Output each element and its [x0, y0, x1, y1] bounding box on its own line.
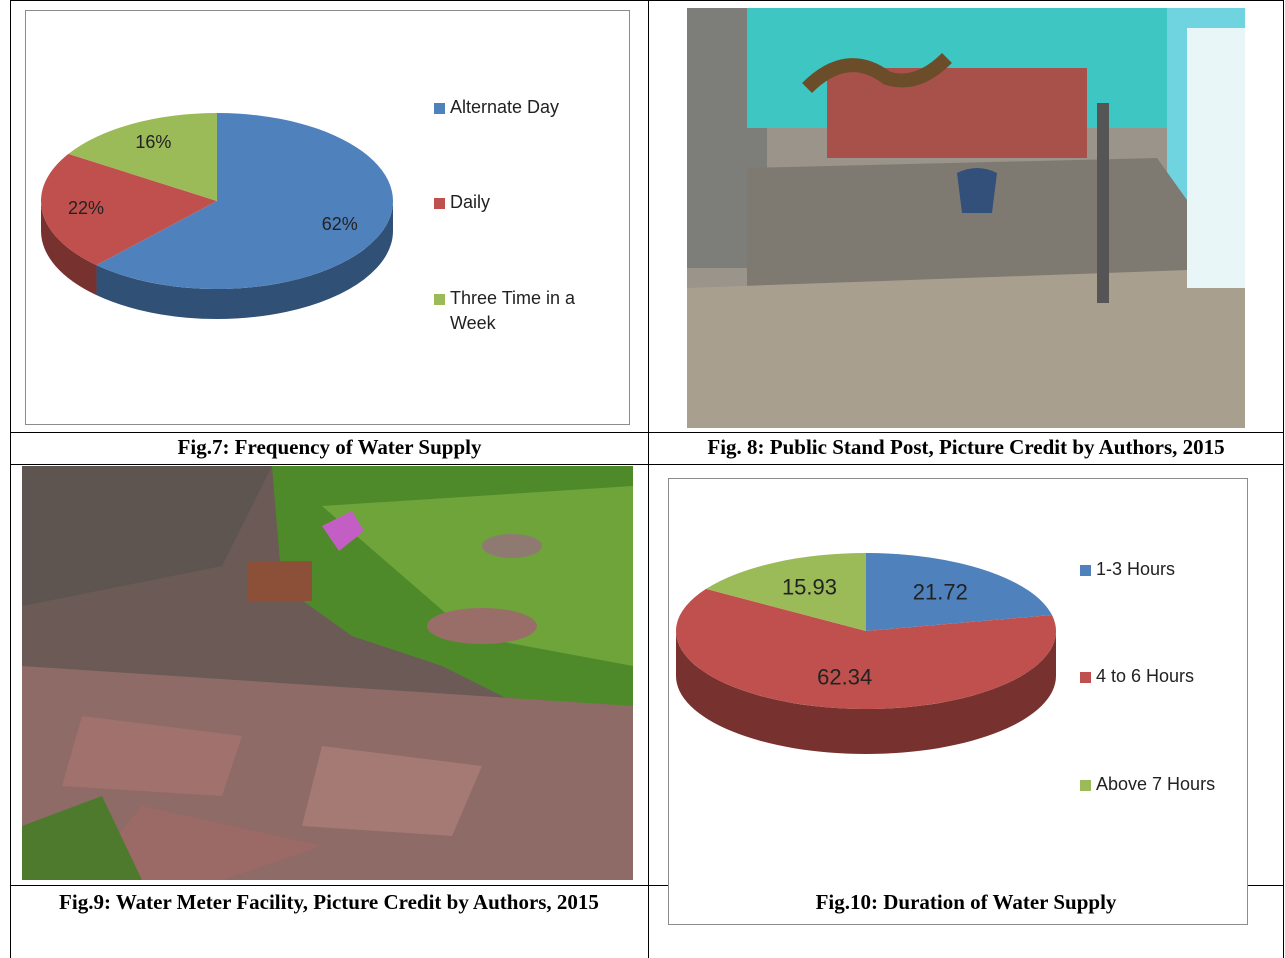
data-label: 22% [68, 198, 104, 218]
table-border [10, 432, 1284, 433]
legend-item: Alternate Day [434, 95, 610, 120]
table-border [648, 0, 649, 958]
pie-slice-side [41, 201, 97, 296]
legend-item: Daily [434, 190, 610, 215]
pie-chart: 62% 22% 16% Alternate Day Daily Three Time in… [25, 10, 630, 425]
legend-swatch [434, 103, 445, 114]
legend-item: 4 to 6 Hours [1080, 664, 1256, 689]
photo [22, 466, 633, 880]
legend-swatch [434, 294, 445, 305]
pie-slice [68, 113, 217, 201]
pie-slice [866, 553, 1052, 631]
pie-slice [676, 588, 1056, 709]
legend-label: 4 to 6 Hours [1096, 666, 1195, 686]
photo [687, 8, 1245, 428]
pie-slice [96, 113, 393, 290]
data-label: 62.34 [817, 664, 872, 689]
pie-slice-side [96, 201, 393, 319]
legend-label: Alternate Day [450, 97, 560, 117]
table-border [10, 0, 11, 958]
data-label: 21.72 [913, 579, 968, 604]
caption: Fig.9: Water Meter Facility, Picture Cre… [59, 890, 599, 914]
data-label: 16% [135, 132, 171, 152]
pie-slice [41, 153, 218, 266]
pie-chart: 21.72 62.34 15.93 1-3 Hours 4 to 6 Hours Abov… [668, 478, 1248, 925]
legend-label: Above 7 Hours [1096, 774, 1216, 794]
legend-swatch [1080, 565, 1091, 576]
data-label: 15.93 [782, 574, 837, 599]
legend-label: Daily [450, 192, 491, 212]
table-border [10, 464, 1284, 465]
pie-plot: 21.72 62.34 15.93 [676, 553, 1056, 754]
legend-swatch [1080, 672, 1091, 683]
table-border [10, 885, 1284, 886]
caption: Fig.10: Duration of Water Supply [815, 890, 1117, 914]
legend-swatch [434, 198, 445, 209]
caption: Fig.7: Frequency of Water Supply [177, 435, 482, 459]
legend-label: Three Time in a Week [450, 288, 576, 333]
caption: Fig. 8: Public Stand Post, Picture Credi… [707, 435, 1225, 459]
pie-plot: 62% 22% 16% [41, 113, 393, 319]
table-border [10, 0, 1284, 1]
pie-slice [706, 553, 866, 631]
legend-item: Three Time in a Week [434, 286, 610, 336]
legend-label: 1-3 Hours [1096, 559, 1176, 579]
data-label: 62% [322, 214, 358, 234]
table-border [1283, 0, 1284, 958]
pie-slice-side [676, 631, 1056, 754]
legend-item: 1-3 Hours [1080, 557, 1256, 582]
legend-swatch [1080, 780, 1091, 791]
legend-item: Above 7 Hours [1080, 772, 1256, 797]
